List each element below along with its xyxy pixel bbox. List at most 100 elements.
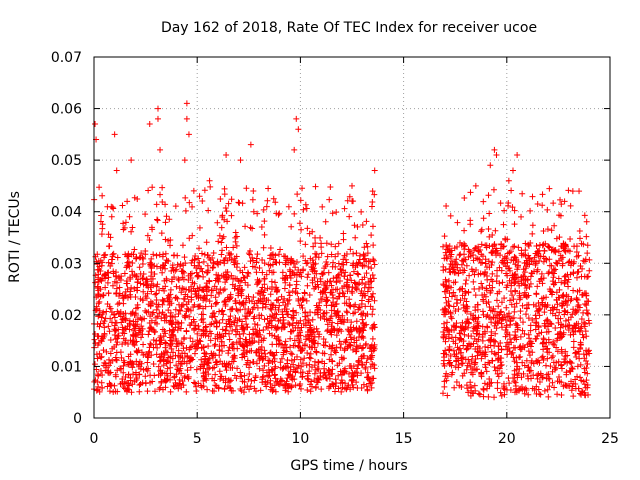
data-point — [549, 379, 556, 386]
data-point — [581, 273, 588, 280]
data-point — [475, 336, 482, 343]
data-point — [161, 287, 168, 294]
data-point — [223, 367, 230, 374]
data-point — [502, 263, 509, 270]
data-point — [568, 387, 575, 394]
data-point — [241, 274, 248, 281]
data-point — [509, 167, 516, 174]
data-point — [96, 307, 103, 314]
data-point — [100, 292, 107, 299]
data-point — [369, 306, 376, 313]
data-point — [148, 317, 155, 324]
data-point — [485, 337, 492, 344]
data-point — [139, 297, 146, 304]
data-point — [222, 379, 229, 386]
data-point — [513, 389, 520, 396]
data-point — [463, 262, 470, 269]
data-point — [528, 340, 535, 347]
data-point — [443, 284, 450, 291]
data-point — [281, 382, 288, 389]
data-point — [256, 327, 263, 334]
data-point — [271, 279, 278, 286]
data-point — [289, 314, 296, 321]
data-point — [565, 316, 572, 323]
data-point — [146, 121, 153, 128]
data-point — [260, 373, 267, 380]
data-point — [167, 341, 174, 348]
data-point — [156, 358, 163, 365]
data-point — [573, 248, 580, 255]
data-point — [359, 319, 366, 326]
data-point — [273, 289, 280, 296]
data-point — [165, 307, 172, 314]
data-point — [364, 355, 371, 362]
data-point — [469, 314, 476, 321]
data-point — [146, 325, 153, 332]
data-point — [150, 361, 157, 368]
data-point — [552, 249, 559, 256]
data-point — [530, 258, 537, 265]
data-point — [114, 367, 121, 374]
data-point — [335, 250, 342, 257]
data-point — [172, 306, 179, 313]
data-point — [580, 319, 587, 326]
data-point — [162, 236, 169, 243]
data-point — [556, 234, 563, 241]
data-point — [260, 206, 267, 213]
data-point — [447, 313, 454, 320]
data-point — [353, 337, 360, 344]
data-point — [212, 341, 219, 348]
data-point — [485, 393, 492, 400]
data-point — [479, 331, 486, 338]
data-point — [513, 274, 520, 281]
data-point — [200, 273, 207, 280]
data-point — [536, 359, 543, 366]
data-point — [352, 309, 359, 316]
data-point — [102, 367, 109, 374]
data-point — [267, 245, 274, 252]
data-point — [543, 317, 550, 324]
data-point — [313, 302, 320, 309]
data-point — [527, 343, 534, 350]
data-point — [308, 364, 315, 371]
data-point — [145, 331, 152, 338]
data-point — [252, 374, 259, 381]
data-point — [200, 258, 207, 265]
data-point — [142, 373, 149, 380]
data-point — [308, 383, 315, 390]
data-point — [189, 232, 196, 239]
data-point — [562, 348, 569, 355]
data-point — [188, 270, 195, 277]
data-point — [244, 359, 251, 366]
data-point — [134, 287, 141, 294]
data-point — [507, 387, 514, 394]
data-point — [549, 278, 556, 285]
data-point — [494, 370, 501, 377]
data-point — [299, 185, 306, 192]
data-point — [276, 381, 283, 388]
data-point — [273, 326, 280, 333]
data-point — [145, 349, 152, 356]
data-point — [228, 212, 235, 219]
data-point — [457, 335, 464, 342]
data-point — [512, 288, 519, 295]
data-point — [116, 299, 123, 306]
data-point — [448, 247, 455, 254]
data-point — [174, 252, 181, 259]
y-tick-label: 0.01 — [51, 359, 82, 375]
data-point — [574, 373, 581, 380]
data-point — [221, 342, 228, 349]
data-point — [119, 380, 126, 387]
data-point — [366, 345, 373, 352]
data-point — [553, 337, 560, 344]
data-point — [525, 301, 532, 308]
y-tick-label: 0.05 — [51, 153, 82, 169]
data-point — [358, 355, 365, 362]
data-point — [153, 320, 160, 327]
data-point — [354, 281, 361, 288]
data-point — [498, 346, 505, 353]
data-point — [509, 243, 516, 250]
data-point — [246, 370, 253, 377]
data-point — [344, 309, 351, 316]
data-point — [517, 315, 524, 322]
